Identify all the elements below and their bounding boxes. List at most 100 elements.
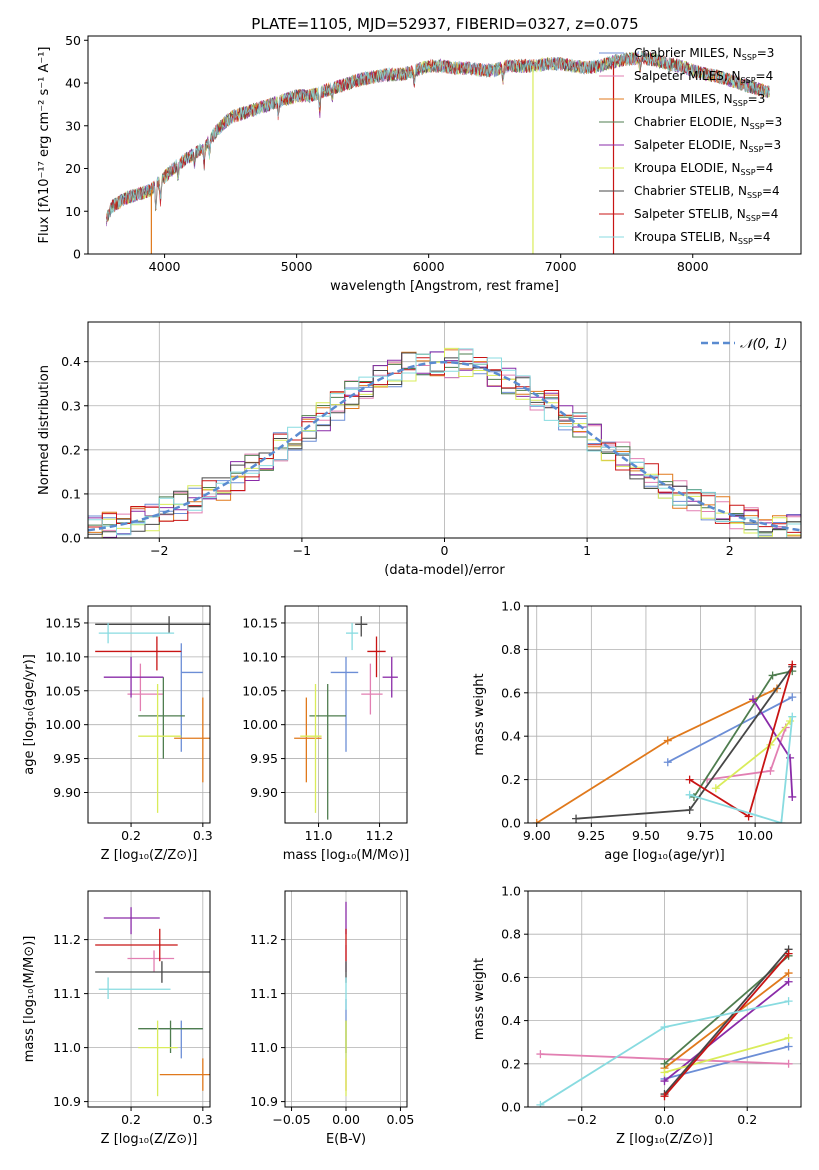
legend-label: Chabrier ELODIE, NSSP=3 <box>634 115 782 131</box>
mass-weight-line <box>663 948 790 1095</box>
x-tick-label: 0 <box>441 543 449 558</box>
y-tick-label: 0.4 <box>501 1013 521 1028</box>
plot-area <box>95 907 210 1097</box>
x-tick-label: 1 <box>583 543 591 558</box>
mass-vs-ebv-plot: −0.05 0.00 0.05 10.9 11.0 11.1 11.2 E(B-V) <box>250 890 414 1147</box>
y-tick-label: 0.0 <box>501 816 521 831</box>
spectrum-line <box>106 51 770 222</box>
y-tick-label: 11.2 <box>250 932 278 947</box>
mass-weight-vs-age-plot: 9.00 9.25 9.50 9.75 10.00 0.0 0.2 0.4 0.6 0.8 1.0 a… <box>472 599 802 863</box>
mass-weight-marker <box>784 969 793 978</box>
legend-label: Salpeter STELIB, NSSP=4 <box>634 207 778 223</box>
x-axis-label: mass [log₁₀(M/M⊙)] <box>283 848 410 863</box>
x-tick-label: 0.3 <box>193 1112 213 1127</box>
mass-weight-marker <box>660 1068 669 1077</box>
x-tick-label: 11.2 <box>366 828 394 843</box>
x-tick-label: −0.05 <box>272 1112 310 1127</box>
y-tick-label: 10.15 <box>242 615 278 630</box>
x-tick-label: 9.25 <box>577 828 605 843</box>
mass-weight-marker <box>685 775 694 784</box>
mass-weight-line <box>667 696 793 763</box>
legend-label: Salpeter MILES, NSSP=4 <box>634 69 773 85</box>
mass-weight-line <box>575 666 794 820</box>
mass-weight-marker <box>660 1059 669 1068</box>
mass-weight-marker <box>660 1077 669 1086</box>
y-tick-label: 0.6 <box>501 685 521 700</box>
x-tick-label: 10.00 <box>737 828 773 843</box>
mass-weight-marker <box>536 1050 545 1059</box>
x-tick-label: 0.0 <box>655 1112 675 1127</box>
x-axis-label: Z [log₁₀(Z/Z⊙)] <box>101 848 198 863</box>
plot-area <box>95 616 210 813</box>
y-tick-label: 20 <box>65 161 81 176</box>
y-tick-label: 10.05 <box>45 683 81 698</box>
mass-weight-marker <box>572 814 581 823</box>
mass-weight-marker <box>777 819 786 823</box>
axes-frame <box>87 605 211 824</box>
x-tick-label: 11.0 <box>305 828 333 843</box>
normal-curve <box>88 360 801 532</box>
mass-weight-marker <box>660 1023 669 1032</box>
mass-weight-marker <box>784 1059 793 1068</box>
mass-weight-marker <box>685 805 694 814</box>
axes-frame <box>87 890 211 1108</box>
y-tick-label: 11.0 <box>250 1040 278 1055</box>
x-tick-label: 9.75 <box>687 828 715 843</box>
axes-frame <box>527 605 802 824</box>
x-axis-label: wavelength [Angstrom, rest frame] <box>330 279 559 294</box>
legend-label: Chabrier MILES, NSSP=3 <box>634 46 774 62</box>
y-tick-label: 9.95 <box>250 751 278 766</box>
mass-weight-marker <box>663 758 672 767</box>
y-axis-label: mass weight <box>472 958 487 1040</box>
axes-frame <box>87 35 802 255</box>
x-axis-label: E(B-V) <box>326 1132 366 1147</box>
legend-label: Salpeter ELODIE, NSSP=3 <box>634 138 781 154</box>
y-tick-label: 9.95 <box>53 751 81 766</box>
y-tick-label: 0 <box>73 247 81 262</box>
x-tick-label: −1 <box>293 543 311 558</box>
y-axis-label: mass [log₁₀(M/M⊙)] <box>22 936 37 1063</box>
legend-label: Kroupa ELODIE, NSSP=4 <box>634 161 773 177</box>
mass-weight-marker <box>711 784 720 793</box>
legend-label: Chabrier STELIB, NSSP=4 <box>634 184 780 200</box>
y-tick-label: 0.2 <box>501 1056 521 1071</box>
x-tick-label: 0.2 <box>121 828 141 843</box>
y-tick-label: 9.90 <box>250 785 278 800</box>
y-tick-label: 11.2 <box>53 932 81 947</box>
mass-weight-marker <box>766 766 775 775</box>
mass-weight-marker <box>784 949 793 958</box>
plot-area <box>294 616 398 820</box>
spectrum-plot: 4000 5000 6000 7000 8000 0 10 20 30 40 50 wavelengt… <box>37 33 802 294</box>
mass-weight-marker <box>788 660 797 669</box>
y-tick-label: 10.9 <box>250 1094 278 1109</box>
x-tick-label: 0.2 <box>737 1112 757 1127</box>
mass-weight-marker <box>784 1042 793 1051</box>
x-tick-label: 7000 <box>545 259 577 274</box>
y-tick-label: 10 <box>65 204 81 219</box>
mass-weight-marker <box>788 712 797 721</box>
mass-weight-marker <box>663 736 672 745</box>
mass-weight-marker <box>536 1100 545 1107</box>
plot-area <box>532 660 797 823</box>
x-tick-label: 8000 <box>677 259 709 274</box>
mass-weight-marker <box>532 819 541 823</box>
y-tick-label: 10.15 <box>45 615 81 630</box>
y-axis-label: mass weight <box>472 673 487 755</box>
x-tick-label: 4000 <box>149 259 181 274</box>
y-axis-label: Normed distribution <box>37 365 52 495</box>
x-tick-label: 9.00 <box>523 828 551 843</box>
legend-label: Kroupa STELIB, NSSP=4 <box>634 230 771 246</box>
age-vs-mass-plot: 11.0 11.2 9.90 9.95 10.00 10.05 10.10 10.15 mass… <box>242 605 410 863</box>
mass-weight-vs-metallicity-plot: −0.2 0.0 0.2 0.0 0.2 0.4 0.6 0.8 1.0 Z [log₁₀(Z/Z… <box>472 884 802 1147</box>
mass-weight-marker <box>784 997 793 1006</box>
x-axis-label: Z [log₁₀(Z/Z⊙)] <box>616 1132 713 1147</box>
y-tick-label: 0.4 <box>501 729 521 744</box>
mass-weight-marker <box>660 1092 669 1101</box>
y-tick-label: 10.9 <box>53 1094 81 1109</box>
y-tick-label: 0.6 <box>501 970 521 985</box>
y-tick-label: 0.3 <box>61 398 81 413</box>
y-tick-label: 11.1 <box>250 986 278 1001</box>
mass-weight-marker <box>748 695 757 704</box>
histogram-step <box>88 352 801 535</box>
